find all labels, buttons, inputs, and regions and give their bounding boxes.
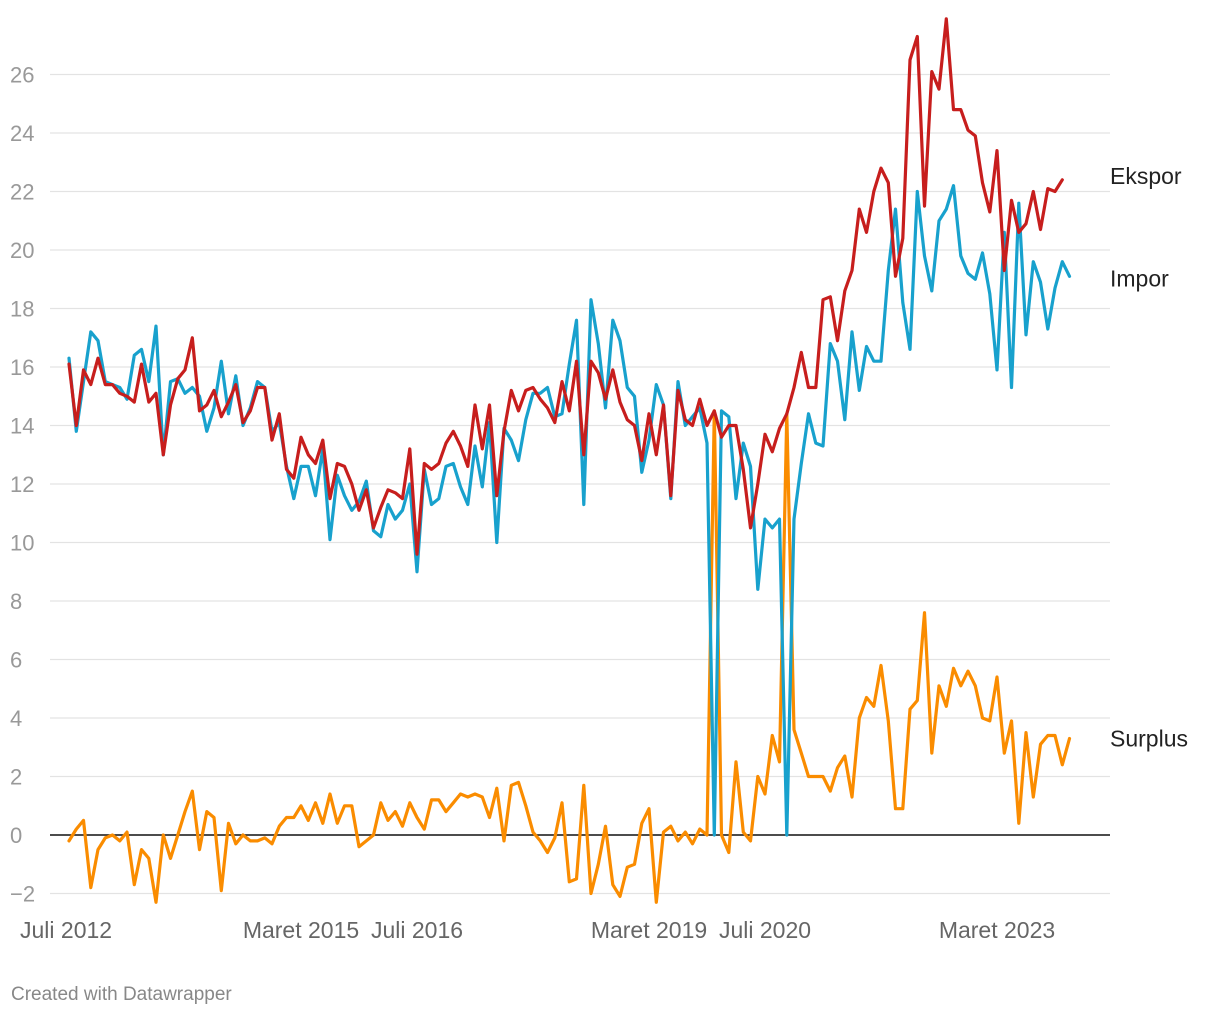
series-line-impor (67, 184, 1072, 837)
x-tick-label: Juli 2012 (20, 917, 112, 943)
x-tick-label: Maret 2015 (243, 917, 359, 943)
y-tick-label: −2 (10, 882, 35, 907)
y-tick-label: 26 (10, 63, 34, 88)
x-tick-label: Maret 2023 (939, 917, 1055, 943)
y-tick-label: 22 (10, 180, 34, 205)
x-axis-tick-labels: Juli 2012 Maret 2015 Juli 2016 Maret 2019 Ju… (20, 917, 1055, 943)
y-tick-label: 16 (10, 355, 34, 380)
y-tick-label: 18 (10, 297, 34, 322)
y-tick-label: 6 (10, 648, 22, 673)
y-tick-label: 2 (10, 765, 22, 790)
series-lines (67, 17, 1072, 904)
x-tick-label: Juli 2020 (719, 917, 811, 943)
datawrapper-credit: Created with Datawrapper (11, 984, 232, 1005)
y-tick-label: 14 (10, 414, 34, 439)
x-tick-label: Juli 2016 (371, 917, 463, 943)
series-line-surplus (67, 409, 1072, 904)
series-label-surplus: Surplus (1110, 725, 1188, 751)
y-tick-label: 24 (10, 121, 34, 146)
series-labels: Surplus Impor Ekspor (1110, 163, 1188, 752)
series-label-ekspor: Ekspor (1110, 163, 1182, 189)
y-tick-label: 8 (10, 589, 22, 614)
y-tick-label: 0 (10, 823, 22, 848)
y-tick-label: 4 (10, 706, 22, 731)
y-tick-label: 12 (10, 472, 34, 497)
series-line-ekspor (67, 17, 1064, 556)
gridlines (50, 73, 1110, 895)
y-tick-label: 10 (10, 531, 34, 556)
y-tick-label: 20 (10, 238, 34, 263)
x-tick-label: Maret 2019 (591, 917, 707, 943)
series-label-impor: Impor (1110, 265, 1169, 291)
